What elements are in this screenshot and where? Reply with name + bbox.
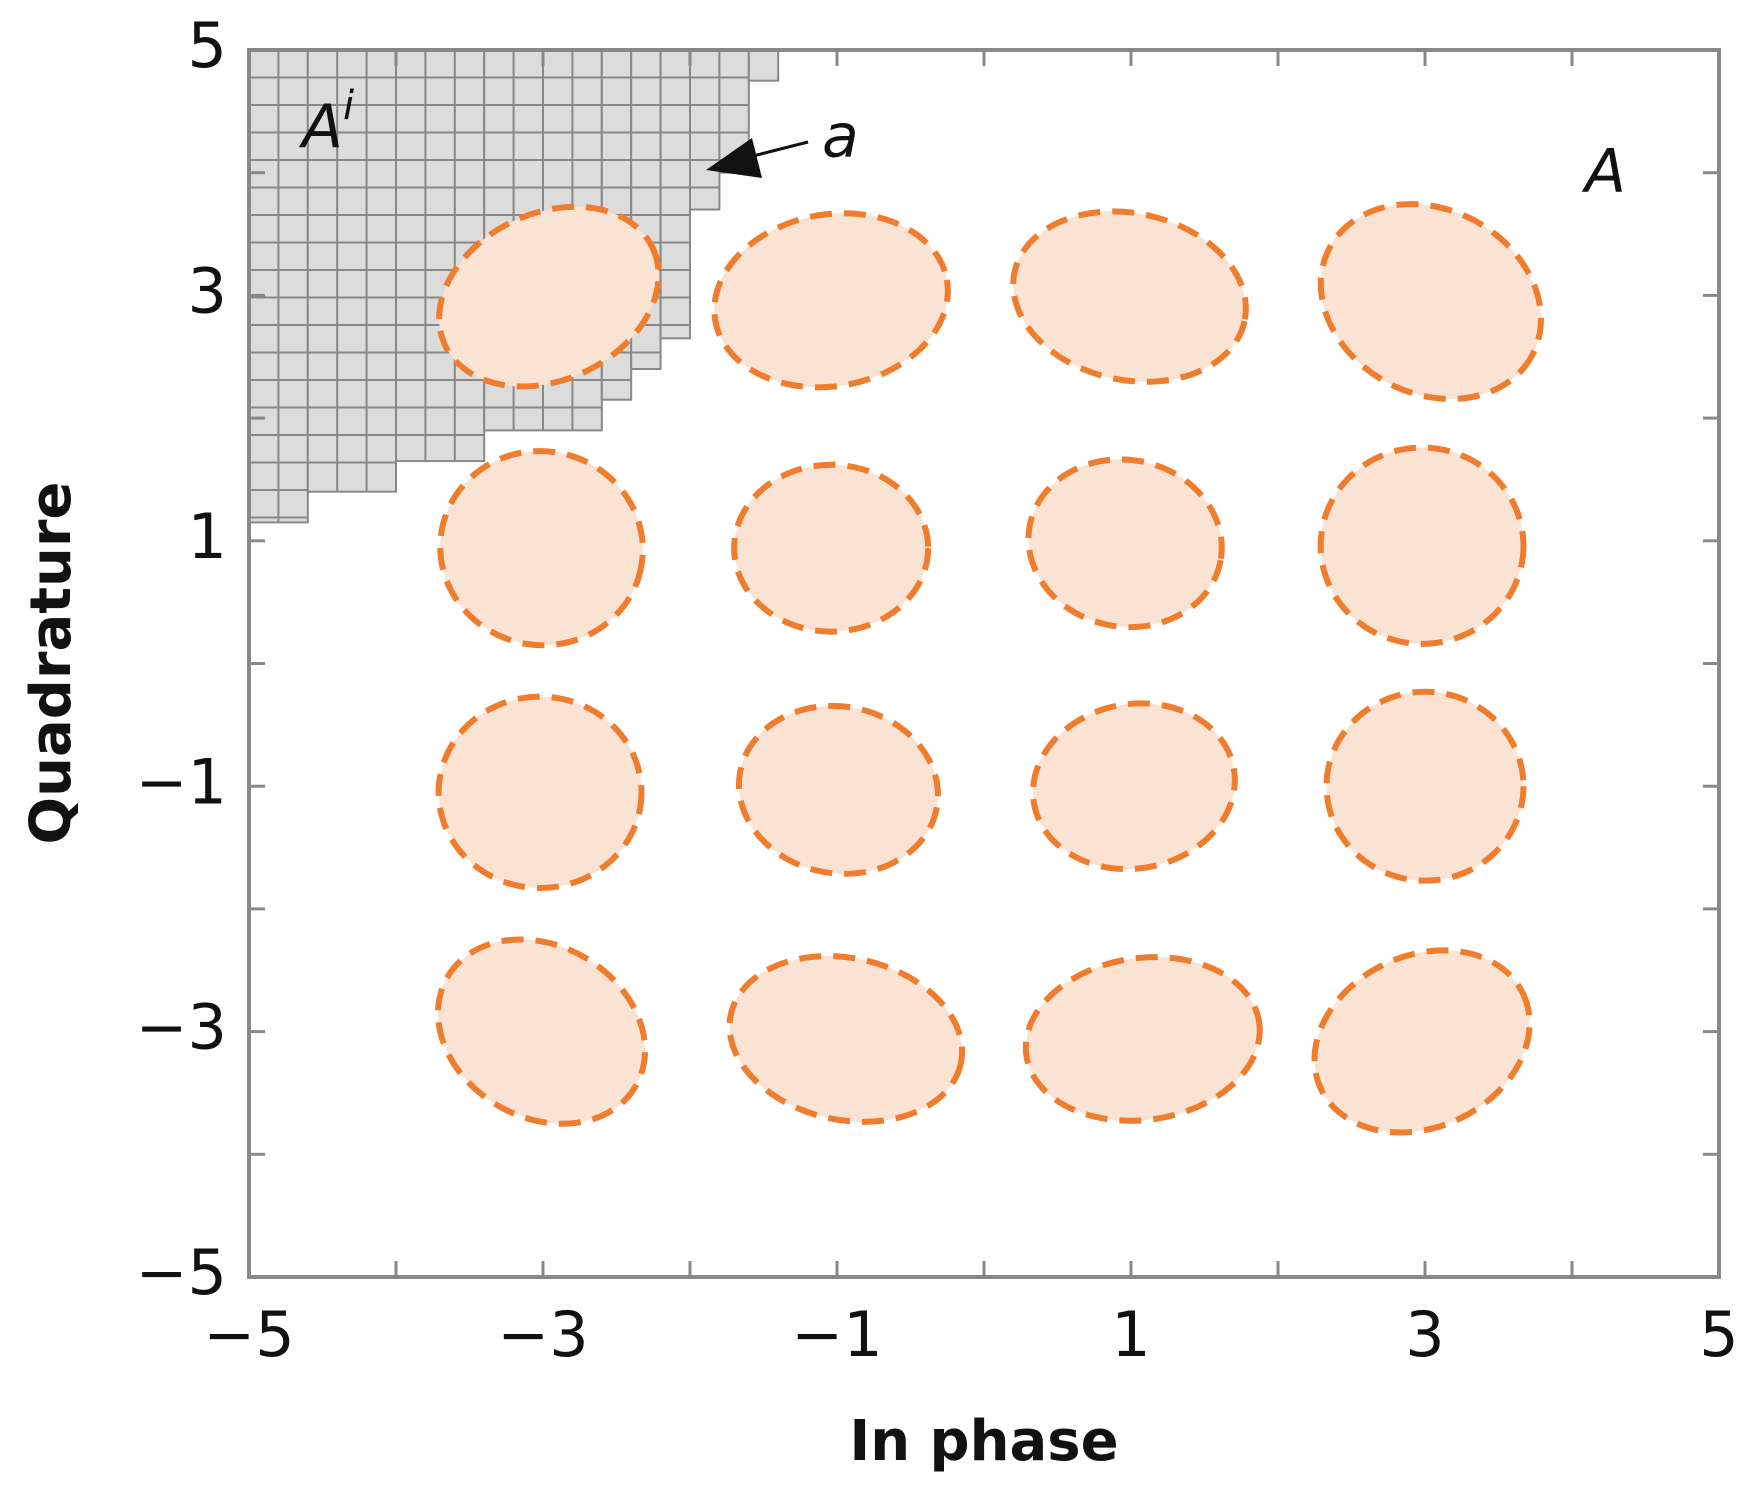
arrow-label: a bbox=[822, 102, 859, 172]
y-tick-label: 1 bbox=[188, 500, 227, 573]
decision-ellipse bbox=[1010, 208, 1249, 385]
decision-ellipse bbox=[1323, 688, 1527, 884]
x-tick-label: −1 bbox=[791, 1298, 882, 1371]
decision-ellipse bbox=[711, 210, 951, 391]
decision-ellipse bbox=[1025, 456, 1225, 631]
x-tick-label: 5 bbox=[1699, 1298, 1738, 1371]
decision-ellipse bbox=[434, 936, 649, 1127]
x-tick-label: 1 bbox=[1111, 1298, 1150, 1371]
region-column bbox=[659, 49, 691, 340]
decision-ellipse bbox=[1311, 947, 1533, 1136]
x-tick-label: 3 bbox=[1405, 1298, 1444, 1371]
decision-ellipse bbox=[735, 702, 941, 877]
region-label-text: A bbox=[298, 92, 343, 162]
region-label: Ai bbox=[298, 83, 354, 162]
y-tick-label: −3 bbox=[136, 991, 227, 1064]
region-column bbox=[747, 49, 780, 82]
decision-ellipse bbox=[436, 203, 662, 390]
y-tick-label: 3 bbox=[188, 254, 227, 327]
x-tick-label: −3 bbox=[497, 1298, 588, 1371]
arrow-head bbox=[706, 138, 762, 178]
decision-ellipse bbox=[1317, 444, 1527, 647]
y-tick-label: −1 bbox=[136, 745, 227, 818]
region-column bbox=[689, 49, 721, 211]
decision-ellipse bbox=[1317, 201, 1544, 403]
decision-ellipse bbox=[726, 953, 966, 1125]
y-axis-title: Quadrature bbox=[19, 482, 84, 845]
region-label-sup: i bbox=[343, 83, 354, 129]
decision-ellipse bbox=[731, 461, 932, 635]
decision-ellipse bbox=[437, 448, 646, 649]
x-tick-label: −5 bbox=[203, 1298, 294, 1371]
y-tick-label: −5 bbox=[136, 1236, 227, 1309]
area-label: A bbox=[1581, 137, 1626, 207]
x-axis-title: In phase bbox=[849, 1409, 1118, 1474]
y-tick-label: 5 bbox=[188, 9, 227, 82]
decision-ellipse bbox=[435, 693, 645, 892]
decision-ellipse bbox=[1030, 700, 1238, 873]
decision-ellipse bbox=[1022, 954, 1263, 1124]
